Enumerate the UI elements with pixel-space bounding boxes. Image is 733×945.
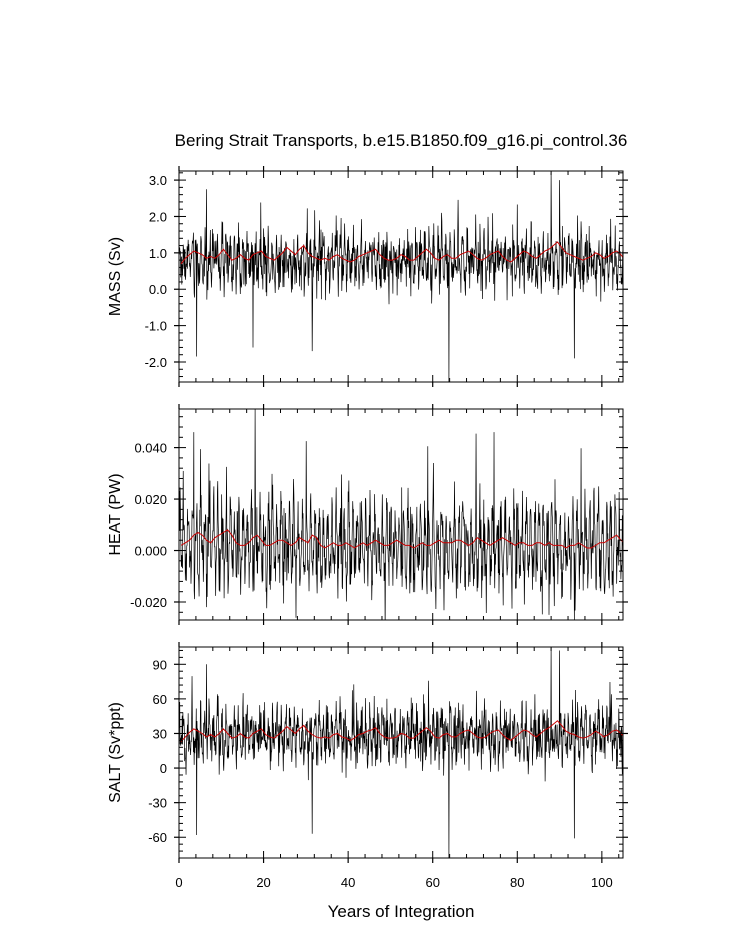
mass-y-tick-label: -2.0 — [145, 355, 167, 370]
heat-y-axis-label: HEAT (PW) — [107, 473, 124, 555]
x-tick-label: 0 — [175, 875, 182, 890]
salt-panel: -60 -30 0 30 60 90 SALT (Sv*ppt) 0 20 40 60 80 100 — [107, 642, 628, 890]
heat-y-tick-label: -0.020 — [130, 595, 167, 610]
salt-y-tick-label: 90 — [153, 657, 167, 672]
mass-panel: -2.0 -1.0 0.0 1.0 2.0 3.0 MASS (Sv) — [107, 166, 628, 387]
salt-y-tick-label: -30 — [148, 796, 167, 811]
heat-annual-mean-line — [180, 529, 623, 549]
heat-y-tick-label: 0.000 — [134, 544, 167, 559]
mass-y-tick-label: -1.0 — [145, 319, 167, 334]
x-tick-label: 60 — [425, 875, 439, 890]
mass-annual-mean-line — [180, 241, 623, 265]
x-tick-label: 40 — [341, 875, 355, 890]
salt-y-tick-label: -60 — [148, 830, 167, 845]
salt-annual-mean-line — [180, 720, 623, 742]
salt-y-axis-label: SALT (Sv*ppt) — [107, 702, 124, 803]
heat-y-tick-label: 0.040 — [134, 441, 167, 456]
salt-y-tick-label: 0 — [160, 761, 167, 776]
heat-plot-frame — [178, 408, 624, 621]
x-tick-label: 80 — [510, 875, 524, 890]
salt-plot-frame — [178, 646, 624, 859]
mass-y-tick-label: 2.0 — [149, 209, 167, 224]
mass-y-tick-label: 1.0 — [149, 246, 167, 261]
heat-panel: -0.020 0.000 0.020 0.040 HEAT (PW) — [107, 404, 628, 625]
mass-monthly-line — [179, 172, 623, 382]
mass-y-tick-label: 0.0 — [149, 282, 167, 297]
heat-monthly-line — [179, 409, 623, 620]
salt-monthly-line — [179, 648, 623, 858]
salt-y-tick-label: 60 — [153, 692, 167, 707]
mass-plot-frame — [178, 170, 624, 383]
x-axis-label: Years of Integration — [328, 902, 475, 921]
mass-y-tick-label: 3.0 — [149, 173, 167, 188]
heat-y-tick-label: 0.020 — [134, 492, 167, 507]
mass-y-axis-label: MASS (Sv) — [107, 237, 124, 316]
figure-title: Bering Strait Transports, b.e15.B1850.f0… — [175, 131, 628, 150]
x-tick-label: 100 — [591, 875, 613, 890]
salt-y-tick-label: 30 — [153, 726, 167, 741]
x-tick-label: 20 — [256, 875, 270, 890]
